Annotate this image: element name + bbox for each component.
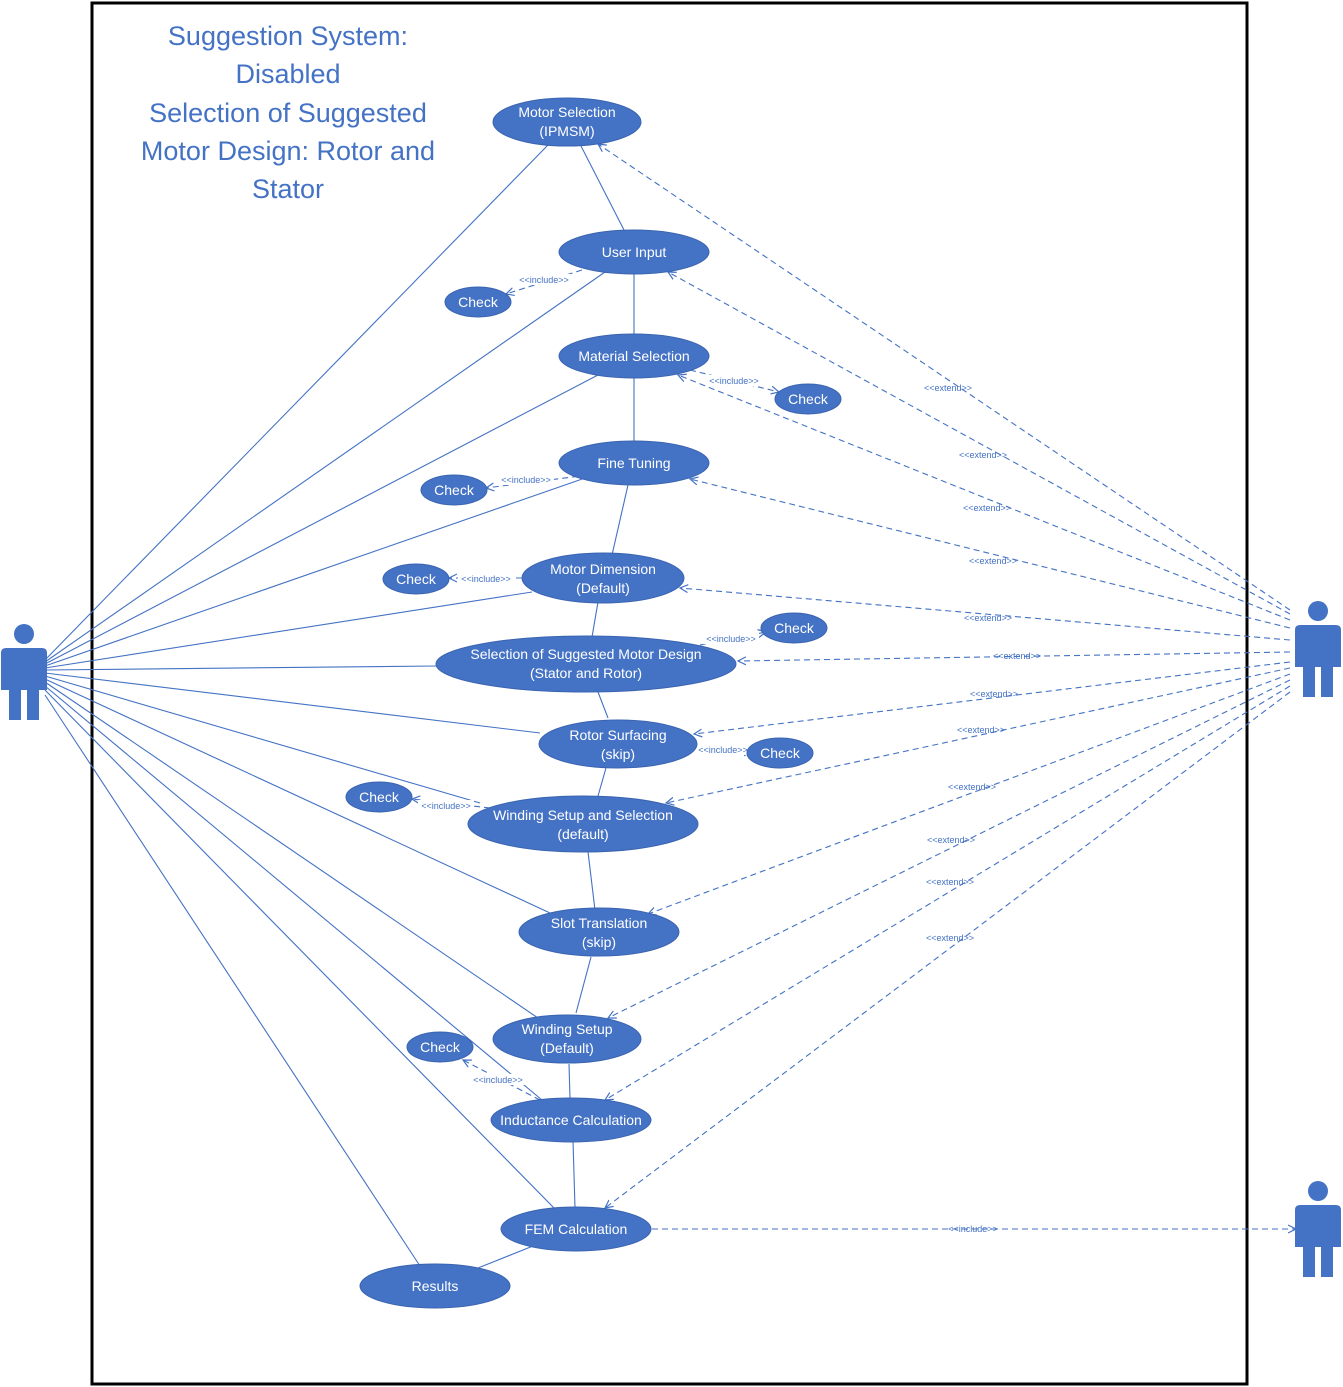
use-case-winding-setup[interactable]: Winding Setup (Default)	[492, 1014, 642, 1064]
extend-label: <<extend>>	[970, 689, 1018, 699]
svg-text:FEM Calculation: FEM Calculation	[525, 1221, 628, 1237]
svg-text:Check: Check	[458, 294, 499, 310]
extend-label: <<extend>>	[926, 877, 974, 887]
use-case-motor-selection[interactable]: Motor Selection (IPMSM)	[492, 97, 642, 147]
title-line-2: Disabled	[235, 59, 340, 89]
svg-text:<<include>>: <<include>>	[421, 801, 471, 811]
check-fine-tuning[interactable]: Check	[420, 474, 488, 506]
svg-text:<<include>>: <<include>>	[698, 745, 748, 755]
svg-text:<<include>>: <<include>>	[473, 1075, 523, 1085]
svg-text:Winding Setup: Winding Setup	[521, 1021, 612, 1037]
svg-text:(Stator and Rotor): (Stator and Rotor)	[530, 665, 642, 681]
svg-text:User Input: User Input	[602, 244, 667, 260]
extend-lines	[598, 144, 1291, 1208]
system-boundary	[90, 1, 1249, 1386]
use-case-fine-tuning[interactable]: Fine Tuning	[558, 440, 710, 486]
extend-label: <<extend>>	[959, 450, 1007, 460]
extend-label: <<extend>>	[969, 556, 1017, 566]
include-labels: <<include>> <<include>> <<include>> <<in…	[418, 274, 762, 1085]
svg-text:<<include>>: <<include>>	[461, 574, 511, 584]
extend-label: <<extend>>	[963, 503, 1011, 513]
flow-lines	[477, 145, 635, 1269]
svg-text:Check: Check	[434, 482, 475, 498]
use-case-suggested-motor-design[interactable]: Selection of Suggested Motor Design (Sta…	[435, 635, 737, 693]
extend-label: <<extend>>	[926, 933, 974, 943]
fem-actor-icon	[1295, 1181, 1341, 1277]
extend-label: <<extend>>	[993, 651, 1041, 661]
svg-text:Selection of Suggested Motor D: Selection of Suggested Motor Design	[470, 646, 701, 662]
diagram-title: Suggestion System: Disabled Selection of…	[141, 21, 435, 204]
title-line-5: Stator	[252, 174, 324, 204]
svg-text:Fine Tuning: Fine Tuning	[597, 455, 670, 471]
svg-text:Check: Check	[760, 745, 801, 761]
fem-include-label: <<include>>	[948, 1224, 998, 1234]
extend-label: <<extend>>	[927, 835, 975, 845]
use-case-fem-calculation[interactable]: FEM Calculation	[500, 1206, 652, 1252]
svg-text:Material Selection: Material Selection	[578, 348, 689, 364]
svg-text:(Default): (Default)	[540, 1040, 594, 1056]
extend-labels: <<extend>> <<extend>> <<extend>> <<exten…	[924, 383, 1041, 943]
use-case-winding-setup-selection[interactable]: Winding Setup and Selection (default)	[467, 795, 699, 853]
svg-text:Check: Check	[359, 789, 400, 805]
svg-text:Slot Translation: Slot Translation	[551, 915, 648, 931]
svg-text:<<include>>: <<include>>	[709, 376, 759, 386]
title-line-3: Selection of Suggested	[149, 98, 427, 128]
check-inductance-calculation[interactable]: Check	[406, 1031, 474, 1063]
svg-text:(Default): (Default)	[576, 580, 630, 596]
svg-text:Results: Results	[412, 1278, 459, 1294]
check-rotor-surfacing[interactable]: Check	[746, 737, 814, 769]
svg-text:Check: Check	[788, 391, 829, 407]
svg-text:Rotor Surfacing: Rotor Surfacing	[569, 727, 666, 743]
system-actor-icon	[1295, 601, 1341, 697]
svg-text:Check: Check	[396, 571, 437, 587]
svg-text:Motor Dimension: Motor Dimension	[550, 561, 656, 577]
check-material-selection[interactable]: Check	[774, 383, 842, 415]
svg-text:(skip): (skip)	[601, 746, 635, 762]
title-line-4: Motor Design: Rotor and	[141, 136, 435, 166]
check-motor-dimension[interactable]: Check	[382, 563, 450, 595]
svg-text:<<include>>: <<include>>	[501, 475, 551, 485]
svg-text:Motor Selection: Motor Selection	[518, 104, 615, 120]
svg-text:Inductance Calculation: Inductance Calculation	[500, 1112, 642, 1128]
check-user-input[interactable]: Check	[444, 286, 512, 318]
extend-label: <<extend>>	[948, 782, 996, 792]
svg-text:Check: Check	[420, 1039, 461, 1055]
extend-label: <<extend>>	[964, 613, 1012, 623]
check-suggested-design[interactable]: Check	[760, 612, 828, 644]
use-case-rotor-surfacing[interactable]: Rotor Surfacing (skip)	[538, 719, 698, 769]
use-case-results[interactable]: Results	[359, 1263, 511, 1309]
svg-text:(default): (default)	[557, 826, 608, 842]
user-actor-icon	[1, 624, 47, 720]
svg-text:<<include>>: <<include>>	[519, 275, 569, 285]
use-case-slot-translation[interactable]: Slot Translation (skip)	[518, 907, 680, 957]
svg-text:<<include>>: <<include>>	[706, 634, 756, 644]
use-case-material-selection[interactable]: Material Selection	[558, 333, 710, 379]
use-case-motor-dimension[interactable]: Motor Dimension (Default)	[521, 552, 685, 604]
svg-text:(IPMSM): (IPMSM)	[539, 123, 594, 139]
use-case-user-input[interactable]: User Input	[558, 229, 710, 275]
user-associations	[44, 144, 606, 1267]
svg-text:Check: Check	[774, 620, 815, 636]
svg-text:(skip): (skip)	[582, 934, 616, 950]
use-case-inductance-calculation[interactable]: Inductance Calculation	[490, 1097, 652, 1143]
svg-text:Winding Setup and Selection: Winding Setup and Selection	[493, 807, 673, 823]
extend-label: <<extend>>	[924, 383, 972, 393]
extend-label: <<extend>>	[957, 725, 1005, 735]
check-winding-setup-selection[interactable]: Check	[345, 781, 413, 813]
title-line-1: Suggestion System:	[168, 21, 408, 51]
